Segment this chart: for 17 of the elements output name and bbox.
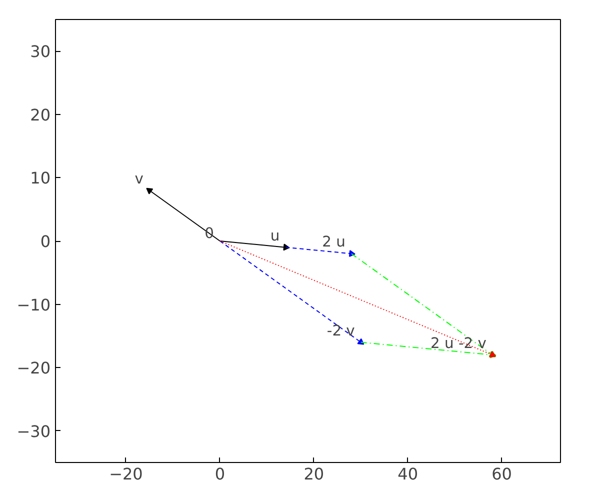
y-tick-label: −10	[16, 295, 50, 314]
annotation: -2 v	[326, 322, 356, 340]
y-tick-label: −30	[16, 422, 50, 441]
x-tick-label: 60	[492, 464, 512, 484]
y-tick-label: 20	[30, 105, 50, 124]
annotation: u	[270, 227, 280, 244]
annotation: 2 u	[322, 234, 346, 251]
annotation: 2 u -2 v	[430, 334, 487, 352]
y-tick-label: 30	[30, 42, 50, 62]
y-tick-label: −20	[16, 358, 50, 378]
y-tick-label: 10	[30, 168, 50, 188]
x-tick-label: 0	[214, 464, 226, 484]
x-tick-label: 20	[304, 464, 324, 484]
x-tick-label: 40	[398, 464, 418, 484]
annotation: v	[134, 170, 144, 188]
y-tick-label: 0	[40, 232, 51, 251]
x-tick-label: −20	[109, 464, 143, 484]
